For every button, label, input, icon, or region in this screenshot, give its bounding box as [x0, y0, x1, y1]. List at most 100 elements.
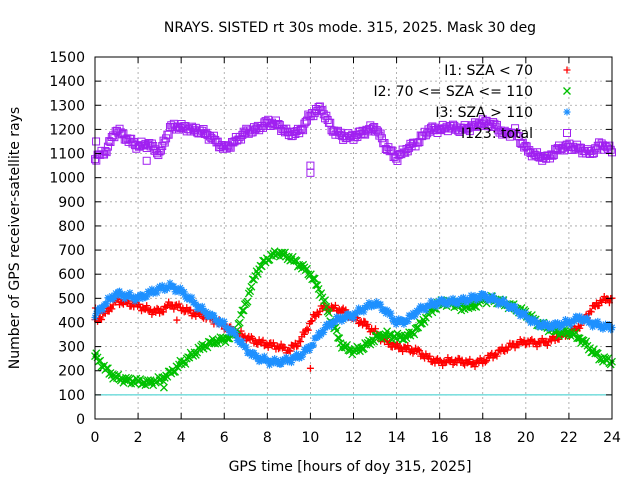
series-point	[108, 292, 116, 300]
series-point	[119, 292, 127, 300]
series-point	[95, 307, 103, 315]
x-axis-ticks: 0 2 4 6 8 10 12 14 16 18 20 22 24	[91, 57, 621, 446]
legend-marker	[563, 129, 571, 137]
series-point	[489, 292, 497, 300]
series-point	[264, 343, 272, 351]
series-point	[602, 320, 610, 328]
outlier-point	[173, 316, 181, 324]
series-point	[206, 309, 214, 317]
x-axis-label: GPS time [hours of doy 315, 2025]	[229, 459, 472, 475]
series-point	[237, 310, 246, 319]
series-point	[297, 351, 305, 359]
series-point	[256, 354, 264, 362]
series-point	[101, 146, 110, 155]
series-point	[573, 334, 582, 343]
series-point	[280, 358, 288, 366]
series-point	[103, 364, 112, 373]
series-point	[539, 318, 547, 326]
series-point	[143, 293, 151, 301]
series-point	[269, 339, 277, 347]
y-tick-label: 0	[76, 412, 85, 428]
series-point	[507, 301, 515, 309]
series-point	[247, 282, 256, 291]
series-point	[373, 298, 381, 306]
series-point	[415, 347, 423, 355]
series-point	[481, 358, 489, 366]
series-point	[321, 296, 330, 305]
series-point	[94, 305, 102, 313]
series-point	[102, 148, 111, 157]
series-point	[253, 351, 261, 359]
series-point	[331, 301, 339, 309]
series-point	[494, 301, 502, 309]
series-point	[212, 315, 220, 323]
series-point	[307, 318, 315, 326]
outlier-point	[142, 156, 151, 165]
outlier-point	[306, 364, 314, 372]
series-point	[165, 283, 173, 291]
series-point	[313, 333, 321, 341]
series-point	[300, 330, 308, 338]
x-tick-label: 8	[263, 430, 272, 446]
series-point	[377, 300, 385, 308]
series-point	[273, 360, 281, 368]
series-point	[436, 299, 444, 307]
series-point	[439, 296, 447, 304]
series-point	[145, 307, 153, 315]
series-point	[350, 315, 357, 323]
series-point	[589, 323, 597, 331]
series-point	[582, 337, 591, 346]
series-point	[295, 354, 303, 362]
series-point	[108, 305, 116, 313]
series-point	[414, 308, 422, 316]
series-point	[583, 314, 591, 322]
series-point	[170, 282, 178, 290]
series-point	[264, 356, 272, 364]
x-tick-label: 6	[220, 430, 229, 446]
legend-marker	[563, 66, 571, 74]
x-tick-label: 18	[474, 430, 492, 446]
series-point	[297, 338, 305, 346]
legend-marker	[563, 108, 571, 116]
series-point	[567, 321, 575, 329]
series-point	[418, 306, 426, 314]
series-point	[554, 319, 562, 327]
series-point	[476, 295, 484, 303]
series-point	[156, 146, 165, 155]
series-point	[384, 308, 392, 316]
y-tick-label: 1000	[49, 171, 85, 187]
series-point	[503, 300, 511, 308]
series-point	[131, 297, 139, 305]
series-point	[143, 302, 151, 310]
series-point	[299, 350, 307, 358]
series-point	[321, 324, 329, 332]
series-point	[237, 340, 245, 348]
y-axis-label: Number of GPS receiver-satellite rays	[7, 107, 23, 369]
x-tick-label: 24	[603, 430, 621, 446]
series-point	[309, 274, 318, 283]
series-point	[315, 329, 323, 337]
series-point	[359, 305, 367, 313]
y-tick-label: 400	[58, 315, 85, 331]
series-point	[410, 330, 419, 339]
series-point	[135, 295, 143, 303]
series-point	[538, 335, 546, 343]
series-point	[573, 313, 581, 321]
series-point	[580, 314, 588, 322]
series-point	[578, 318, 586, 326]
series-point	[323, 115, 332, 124]
series-point	[175, 300, 183, 308]
series-point	[472, 296, 480, 304]
series-point	[501, 298, 509, 306]
series-point	[310, 274, 319, 283]
series-point	[322, 320, 330, 328]
series-point	[375, 131, 384, 140]
series-point	[458, 297, 466, 305]
series-point	[157, 285, 165, 293]
y-tick-label: 1500	[49, 50, 85, 66]
series-point	[156, 282, 164, 290]
series-point	[434, 300, 442, 308]
series-point	[328, 322, 336, 330]
series-point	[467, 291, 475, 299]
